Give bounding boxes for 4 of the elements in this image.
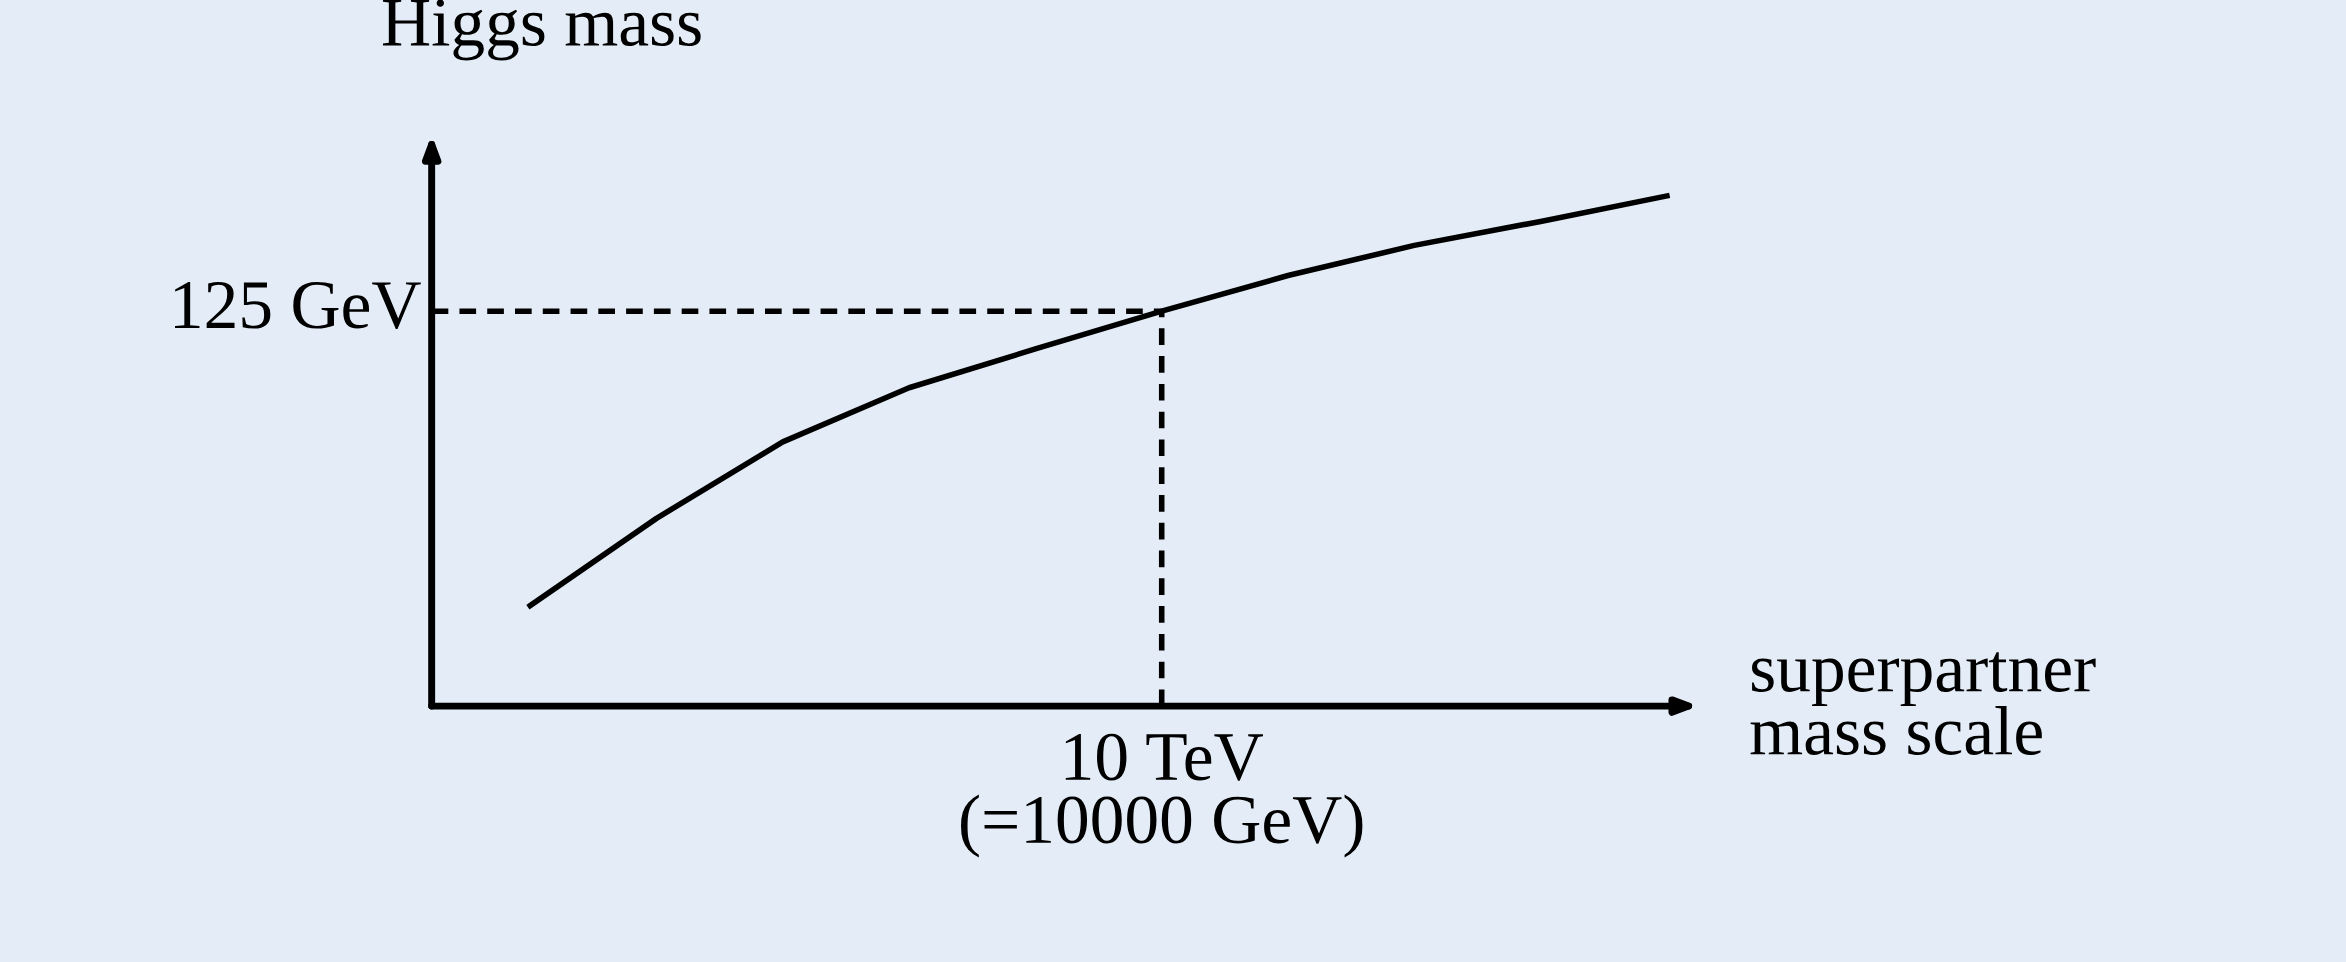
x-axis-title: superpartner mass scale	[1750, 652, 2096, 755]
y-axis-title: Higgs mass	[382, 0, 701, 61]
text: 10 TeV (=10000 GeV)	[961, 733, 1363, 858]
ref-line-label: 125 GeV	[175, 281, 421, 329]
